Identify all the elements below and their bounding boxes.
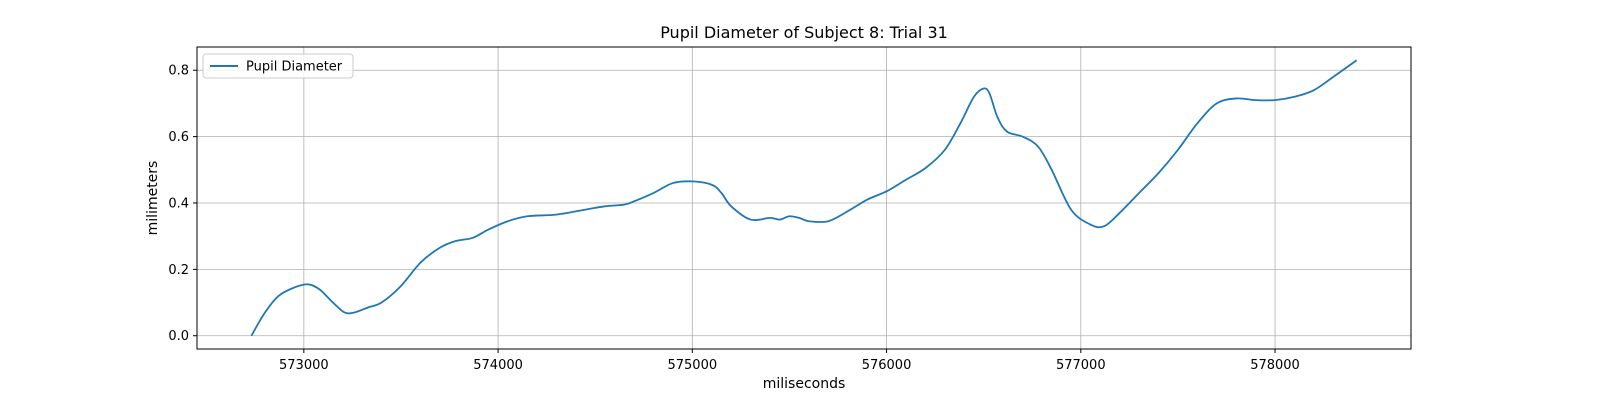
y-tick-label: 0.6 [168,130,189,145]
y-tick-label: 0.8 [168,64,189,79]
y-axis-title: milimeters [145,161,161,236]
y-tick-label: 0.0 [168,329,189,344]
ticks: 573000 574000 575000 576000 577000 578000 0.0 0… [168,64,1300,373]
legend: Pupil Diameter [202,53,354,79]
grid [197,47,1411,349]
y-tick-label: 0.4 [168,196,189,211]
x-axis-title: miliseconds [763,376,846,392]
series-line-pupil-diameter [250,59,1358,337]
legend-label-pupil-diameter: Pupil Diameter [246,60,343,75]
x-tick-label: 573000 [279,358,329,373]
x-tick-label: 578000 [1250,358,1300,373]
x-tick-label: 577000 [1056,358,1106,373]
x-tick-label: 576000 [862,358,912,373]
x-tick-label: 574000 [473,358,523,373]
series-layer [250,59,1358,337]
legend-box [202,53,354,79]
plot-area-frame [196,46,1412,350]
chart-title: Pupil Diameter of Subject 8: Trial 31 [660,23,948,42]
x-tick-label: 575000 [667,358,717,373]
y-tick-label: 0.2 [168,263,189,278]
